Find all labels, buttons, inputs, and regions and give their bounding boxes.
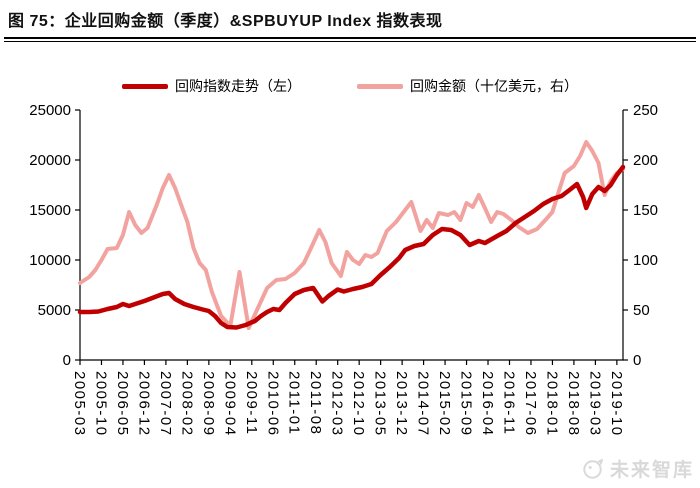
right-axis-tick-label: 150 xyxy=(633,202,658,219)
x-axis-tick-label: 2011-08 xyxy=(307,371,324,435)
x-axis-tick-label: 2019-03 xyxy=(586,371,603,437)
index-line xyxy=(77,164,626,330)
x-axis-tick-label: 2016-04 xyxy=(479,371,496,437)
x-axis-tick-label: 2005-10 xyxy=(92,371,109,437)
watermark-text: 未来智库 xyxy=(609,460,694,481)
left-axis-tick-label: 20000 xyxy=(29,152,71,169)
x-axis-tick-label: 2015-02 xyxy=(436,371,453,437)
watermark: 未来智库 xyxy=(581,455,694,482)
x-axis-tick-label: 2013-05 xyxy=(372,371,389,437)
x-axis-tick-label: 2006-05 xyxy=(114,371,131,437)
x-axis-tick-label: 2018-08 xyxy=(565,371,582,437)
left-axis-tick-label: 25000 xyxy=(29,102,71,119)
x-axis-tick-label: 2012-10 xyxy=(350,371,367,437)
legend-item-index: 回购指数走势（左） xyxy=(122,76,301,96)
figure-title: 图 75：企业回购金额（季度）&SPBUYUP Index 指数表现 xyxy=(8,13,443,30)
right-axis-tick-label: 250 xyxy=(633,102,658,119)
title-divider xyxy=(4,37,696,42)
right-axis-tick-label: 0 xyxy=(633,352,641,369)
left-axis-tick-label: 5000 xyxy=(38,302,71,319)
x-axis-tick-label: 2009-11 xyxy=(243,371,260,435)
x-axis-tick-label: 2010-06 xyxy=(264,371,281,437)
x-axis-tick-label: 2006-12 xyxy=(135,371,152,437)
x-axis-tick-label: 2014-07 xyxy=(415,371,432,437)
legend-label-amount: 回购金额（十亿美元，右） xyxy=(410,78,578,94)
x-axis-tick-label: 2009-04 xyxy=(221,371,238,437)
x-axis-tick-label: 2013-12 xyxy=(393,371,410,437)
x-axis-tick-label: 2016-11 xyxy=(500,371,517,435)
x-axis-tick-label: 2019-10 xyxy=(608,371,625,437)
whale-logo-icon xyxy=(583,458,603,479)
right-axis-tick-label: 100 xyxy=(633,252,658,269)
legend-label-index: 回购指数走势（左） xyxy=(175,78,301,94)
axis-frame xyxy=(79,110,624,361)
x-axis-tick-label: 2012-03 xyxy=(329,371,346,437)
legend-item-amount: 回购金额（十亿美元，右） xyxy=(357,76,578,96)
left-axis-tick-label: 0 xyxy=(63,352,71,369)
right-axis-tick-label: 200 xyxy=(633,152,658,169)
x-axis-tick-label: 2007-07 xyxy=(157,371,174,437)
x-axis-tick-label: 2008-02 xyxy=(178,371,195,437)
amount-line-swatch xyxy=(357,83,403,89)
x-axis-tick-label: 2011-01 xyxy=(286,371,303,435)
x-axis-tick-label: 2015-09 xyxy=(458,371,475,437)
amount-line xyxy=(78,140,625,330)
index-line-swatch xyxy=(122,83,168,89)
left-axis-tick-label: 10000 xyxy=(29,252,71,269)
x-axis-tick-label: 2008-09 xyxy=(200,371,217,437)
x-axis-tick-label: 2018-01 xyxy=(543,371,560,437)
x-axis-tick-label: 2017-06 xyxy=(522,371,539,437)
left-axis-tick-label: 15000 xyxy=(29,202,71,219)
x-axis-tick-label: 2005-03 xyxy=(71,371,88,437)
right-axis-tick-label: 50 xyxy=(633,302,650,319)
chart-legend: 回购指数走势（左） 回购金额（十亿美元，右） xyxy=(0,76,700,96)
